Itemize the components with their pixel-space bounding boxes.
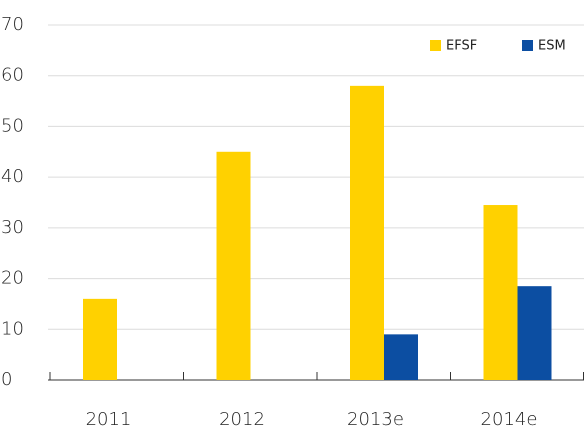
bar (384, 334, 418, 380)
y-tick-label: 40 (1, 166, 24, 187)
bar (483, 205, 518, 380)
legend-swatch (430, 40, 441, 51)
bar (83, 298, 117, 380)
x-tick-label: 2012 (219, 409, 265, 428)
bar (216, 151, 251, 380)
y-tick-label: 0 (1, 369, 12, 390)
legend-label: EFSF (446, 39, 477, 54)
y-tick-label: 10 (1, 318, 24, 339)
legend-label: ESM (538, 39, 566, 54)
x-tick-label: 2013e (347, 409, 404, 428)
y-tick-label: 50 (1, 115, 24, 136)
bar (517, 286, 552, 380)
x-tick-label: 2014e (481, 409, 538, 428)
bar (350, 85, 384, 380)
y-tick-label: 60 (1, 65, 24, 86)
x-tick-label: 2011 (86, 409, 132, 428)
y-tick-label: 70 (1, 14, 24, 35)
legend-swatch (522, 40, 533, 51)
y-tick-label: 30 (1, 217, 24, 238)
y-tick-label: 20 (1, 268, 24, 289)
